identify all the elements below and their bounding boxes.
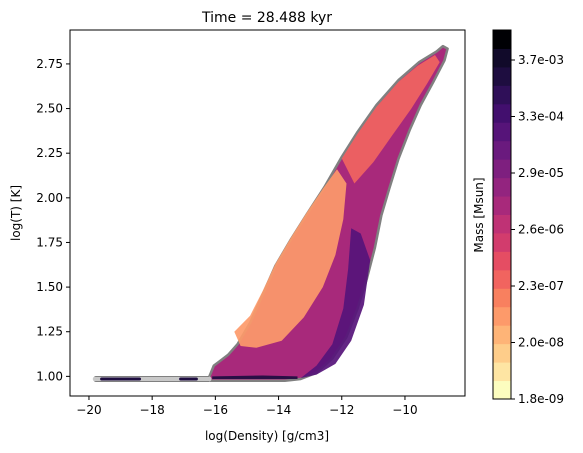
colorbar-swatch bbox=[493, 362, 511, 382]
colorbar-swatch bbox=[493, 232, 511, 252]
colorbar-tick-label: 3.3e-04 bbox=[518, 110, 564, 124]
colorbar-swatch bbox=[493, 122, 511, 142]
colorbar-swatch bbox=[493, 48, 511, 68]
colorbar-swatch bbox=[493, 196, 511, 215]
colorbar-swatch bbox=[493, 85, 511, 105]
region-floor-ridge bbox=[212, 375, 298, 379]
x-axis-ticks: −20 −18 −16 −14 −12 −10 bbox=[76, 396, 418, 417]
y-tick-label: 1.75 bbox=[36, 235, 63, 249]
colorbar-swatch bbox=[493, 30, 511, 49]
colorbar-swatch bbox=[493, 288, 511, 308]
y-tick-label: 1.00 bbox=[36, 369, 63, 383]
colorbar-tick-label: 1.8e-09 bbox=[518, 392, 564, 406]
colorbar-swatch bbox=[493, 103, 511, 123]
colorbar-swatch bbox=[493, 306, 511, 326]
x-tick-label: −10 bbox=[392, 403, 417, 417]
plot-regions bbox=[92, 44, 449, 383]
y-axis-label: log(T) [K] bbox=[9, 185, 23, 241]
colorbar-tick-label: 2.0e-08 bbox=[518, 336, 564, 350]
chart-title: Time = 28.488 kyr bbox=[201, 10, 332, 26]
colorbar-tick-label: 2.6e-06 bbox=[518, 223, 564, 237]
x-tick-label: −12 bbox=[329, 403, 354, 417]
colorbar-label: Mass [Msun] bbox=[472, 177, 486, 252]
y-tick-label: 1.25 bbox=[36, 325, 63, 339]
colorbar-swatch bbox=[493, 66, 511, 86]
y-tick-label: 2.75 bbox=[36, 57, 63, 71]
colorbar-swatch bbox=[493, 159, 511, 179]
x-tick-label: −16 bbox=[203, 403, 228, 417]
y-tick-label: 2.25 bbox=[36, 146, 63, 160]
region-upper-ridge bbox=[341, 55, 440, 184]
colorbar-swatch bbox=[493, 251, 511, 271]
plot-frame bbox=[69, 29, 466, 397]
colorbar-tick-label: 2.3e-07 bbox=[518, 279, 564, 293]
colorbar-swatch bbox=[493, 140, 511, 160]
x-axis-label: log(Density) [g/cm3] bbox=[205, 429, 329, 443]
y-axis-ticks: 1.00 1.25 1.50 1.75 2.00 2.25 2.50 2.75 bbox=[36, 57, 70, 383]
y-tick-label: 2.50 bbox=[36, 102, 63, 116]
colorbar: 1.8e-09 2.0e-08 2.3e-07 2.6e-06 2.9e-05 3.3e-… bbox=[492, 29, 564, 406]
colorbar-tick-label: 3.7e-03 bbox=[518, 53, 564, 67]
colorbar-swatch bbox=[493, 343, 511, 363]
colorbar-swatch bbox=[493, 214, 511, 234]
x-tick-label: −14 bbox=[266, 403, 291, 417]
colorbar-swatch bbox=[493, 269, 511, 289]
colorbar-swatch bbox=[493, 177, 511, 197]
x-tick-label: −20 bbox=[76, 403, 101, 417]
colorbar-swatch bbox=[493, 325, 511, 345]
y-tick-label: 2.00 bbox=[36, 191, 63, 205]
region-dense-band bbox=[300, 228, 371, 379]
region-orange-core bbox=[234, 169, 347, 348]
colorbar-frame bbox=[492, 29, 512, 400]
colorbar-tick-label: 2.9e-05 bbox=[518, 166, 564, 180]
x-tick-label: −18 bbox=[139, 403, 164, 417]
colorbar-swatch bbox=[493, 380, 511, 400]
y-tick-label: 1.50 bbox=[36, 280, 63, 294]
